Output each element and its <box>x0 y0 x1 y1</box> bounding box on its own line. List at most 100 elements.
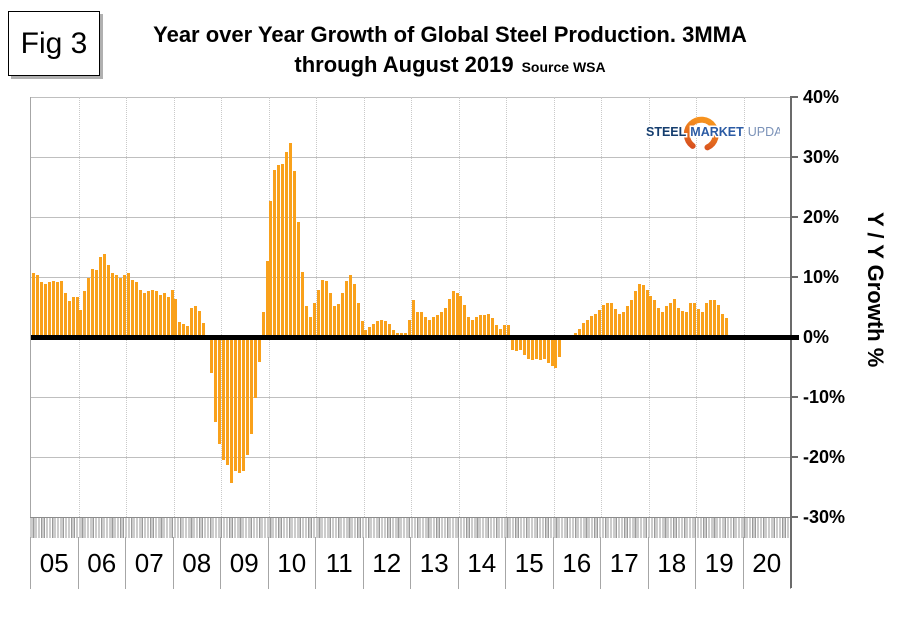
year-gridline <box>316 97 317 517</box>
bar-2017-6 <box>621 311 625 337</box>
figure-number-label: Fig 3 <box>20 26 88 60</box>
chart-title-line2: through August 2019 Source WSA <box>294 52 606 77</box>
bar-2009-11 <box>261 311 265 337</box>
bar-2019-4 <box>708 299 712 337</box>
bar-2019-3 <box>704 302 708 337</box>
y-tick-30 <box>790 156 798 158</box>
bar-2019-6 <box>716 305 720 337</box>
bar-2006-4 <box>91 268 95 337</box>
bar-2008-4 <box>186 326 190 337</box>
bar-2017-2 <box>605 302 609 337</box>
figure-number-box: Fig 3 <box>8 11 100 76</box>
bar-2007-6 <box>146 290 150 337</box>
bar-2006-2 <box>83 291 87 337</box>
bar-2005-9 <box>63 293 67 337</box>
bar-2012-1 <box>392 329 396 337</box>
y-tick--30 <box>790 516 798 518</box>
year-label-08: 08 <box>174 537 221 589</box>
bar-2015-3 <box>514 337 518 351</box>
year-gridline <box>78 97 80 517</box>
bar-2011-9 <box>348 275 352 337</box>
y-tick-label-10: 10% <box>803 267 840 287</box>
bar-2016-7 <box>578 328 582 337</box>
bar-2018-7 <box>673 299 677 337</box>
chart-title-line1: Year over Year Growth of Global Steel Pr… <box>153 22 747 47</box>
bar-2017-10 <box>637 284 641 337</box>
bar-2010-7 <box>293 170 297 337</box>
bar-2015-7 <box>530 337 534 360</box>
year-label-18: 18 <box>649 537 696 589</box>
bar-2019-1 <box>696 309 700 337</box>
bar-2005-10 <box>67 301 71 337</box>
year-label-09: 09 <box>221 537 269 589</box>
bar-2014-11 <box>499 328 503 337</box>
bar-2007-3 <box>134 281 138 337</box>
bar-2008-6 <box>194 305 198 337</box>
chart-source-label: Source WSA <box>521 59 606 75</box>
y-tick--20 <box>790 456 798 458</box>
y-tick-label-20: 20% <box>803 207 840 227</box>
bar-2018-3 <box>657 308 661 337</box>
bar-2013-10 <box>447 299 451 337</box>
bar-2019-5 <box>712 300 716 337</box>
bar-2005-1 <box>32 273 35 337</box>
bar-2010-5 <box>285 151 289 337</box>
bar-2013-4 <box>423 317 427 337</box>
bar-2013-2 <box>415 312 419 337</box>
bar-2011-12 <box>360 320 364 337</box>
bar-2010-1 <box>269 200 273 337</box>
bar-2013-5 <box>427 320 431 337</box>
y-tick-10 <box>790 276 798 278</box>
bar-2018-2 <box>653 300 657 337</box>
y-tick-label-40: 40% <box>803 87 840 107</box>
bar-2008-2 <box>178 322 182 337</box>
y-tick-0 <box>790 334 799 340</box>
bar-2012-3 <box>372 323 376 337</box>
bar-2007-8 <box>154 291 158 337</box>
bar-2014-2 <box>463 305 467 337</box>
bar-2015-11 <box>546 337 550 364</box>
year-label-15: 15 <box>506 537 554 589</box>
bar-2015-1 <box>506 325 510 337</box>
bar-2007-4 <box>138 290 142 337</box>
bar-2009-1 <box>221 337 225 460</box>
svg-text:STEELMARKETUPDATE: STEELMARKETUPDATE <box>646 125 780 139</box>
year-label-06: 06 <box>79 537 126 589</box>
bar-2011-5 <box>332 305 336 337</box>
bar-2007-1 <box>126 272 130 337</box>
bar-2008-5 <box>190 308 194 337</box>
bar-2009-9 <box>253 337 257 399</box>
bar-2010-9 <box>301 271 305 337</box>
bar-2019-2 <box>700 311 704 337</box>
zero-axis-line <box>31 334 791 340</box>
bar-2011-11 <box>356 303 360 337</box>
bar-2018-3 <box>677 308 681 337</box>
bar-2009-4 <box>241 337 245 472</box>
steel-market-update-logo: STEELMARKETUPDATE <box>638 110 799 152</box>
x-axis-year-labels: 05 06 07 08 09 10 11 12 13 14 15 16 17 18 19 20 <box>30 537 791 589</box>
bar-2014-8 <box>487 313 491 337</box>
bar-2009-10 <box>257 337 261 362</box>
bar-2007-2 <box>130 280 134 337</box>
bar-2012-2 <box>368 326 372 337</box>
bar-2016-11 <box>594 313 598 337</box>
bar-2009-2 <box>225 337 229 465</box>
bar-2013-3 <box>419 311 423 337</box>
bar-2007-5 <box>142 292 146 337</box>
bar-2009-7 <box>245 337 249 456</box>
bar-2014-10 <box>503 325 507 337</box>
y-axis-title: Y / Y Growth % <box>863 212 888 368</box>
bar-2016-12 <box>598 310 602 337</box>
bar-2010-11 <box>309 316 313 337</box>
bar-2014-6 <box>483 314 487 337</box>
bar-2014-1 <box>459 296 463 337</box>
bar-2017-4 <box>613 309 617 337</box>
chart-title: Year over Year Growth of Global Steel Pr… <box>100 20 800 82</box>
year-gridline <box>126 97 127 517</box>
year-label-16: 16 <box>554 537 601 589</box>
bar-2010-3 <box>277 164 281 337</box>
bar-2017-8 <box>629 299 633 337</box>
bar-2015-6 <box>526 337 530 359</box>
bar-2018-6 <box>669 302 673 337</box>
